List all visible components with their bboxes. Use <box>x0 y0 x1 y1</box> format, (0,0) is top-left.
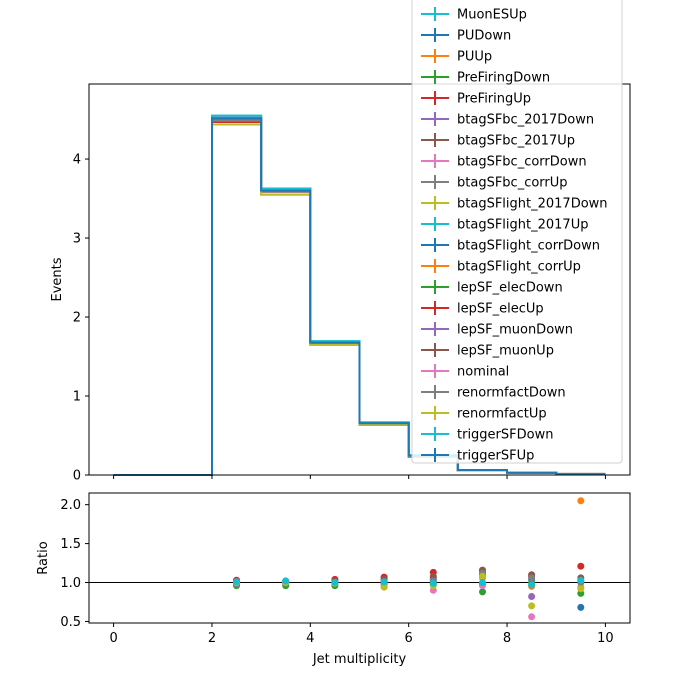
legend-label: btagSFlight_corrUp <box>457 260 581 275</box>
legend-label: btagSFlight_2017Down <box>457 197 608 212</box>
legend-label: btagSFbc_2017Up <box>457 134 575 149</box>
ratio-point <box>380 583 388 591</box>
ratio-axes-frame <box>88 492 631 624</box>
ratio-point <box>233 578 240 586</box>
ratio-point <box>528 574 536 582</box>
legend-label: PUDown <box>457 29 511 44</box>
legend-label: lepSF_elecUp <box>457 302 544 317</box>
legend-label: btagSFbc_2017Down <box>457 113 594 128</box>
legend-label: lepSF_muonDown <box>457 323 573 338</box>
legend-label: btagSFbc_corrDown <box>457 155 587 170</box>
legend-entry: PUDown <box>421 28 511 44</box>
legend: MuonESUp PUDown PUUp PreFiringDown PreFiring… <box>411 0 623 464</box>
legend-label: PreFiringDown <box>457 71 550 86</box>
ratio-point <box>282 577 290 585</box>
legend-label: MuonESUp <box>457 8 527 23</box>
legend-label: lepSF_muonUp <box>457 344 554 359</box>
ratio-point <box>528 613 536 621</box>
ratio-y-tick-label: 1.5 <box>60 537 81 552</box>
legend-entry: btagSFlight_2017Down <box>421 196 608 212</box>
ratio-y-tick-label: 1.0 <box>60 576 81 591</box>
legend-entry: btagSFbc_2017Down <box>421 112 594 128</box>
ratio-x-tick-label: 4 <box>306 631 314 646</box>
ratio-point <box>479 588 486 596</box>
legend-entry: btagSFlight_2017Up <box>421 217 588 233</box>
histogram-triggerSFUp <box>113 117 606 476</box>
ratio-point <box>577 603 585 611</box>
main-y-tick-label: 4 <box>73 153 81 168</box>
legend-label: PreFiringUp <box>457 92 531 107</box>
legend-label: btagSFbc_corrUp <box>457 176 568 191</box>
ratio-point <box>577 562 585 570</box>
main-plot: 0 1 2 3 4 Events <box>50 83 631 484</box>
legend-label: btagSFlight_corrDown <box>457 239 600 254</box>
legend-entry: lepSF_muonUp <box>421 343 554 359</box>
ratio-point <box>577 576 585 584</box>
legend-entry: btagSFbc_2017Up <box>421 133 575 149</box>
legend-label: btagSFlight_2017Up <box>457 218 588 233</box>
ratio-x-tick-label: 0 <box>109 631 117 646</box>
legend-entry: triggerSFDown <box>421 427 553 443</box>
ratio-point <box>528 602 536 610</box>
ratio-point <box>577 497 585 505</box>
ratio-x-tick-label: 2 <box>208 631 216 646</box>
ratio-x-axis-label: Jet multiplicity <box>312 652 407 667</box>
legend-label: renormfactDown <box>457 386 566 401</box>
ratio-point <box>528 581 536 589</box>
legend-label: lepSF_elecDown <box>457 281 563 296</box>
main-axes-frame <box>88 83 631 476</box>
legend-label: triggerSFUp <box>457 449 534 464</box>
legend-entry: btagSFlight_corrDown <box>421 238 600 254</box>
ratio-point <box>577 585 585 593</box>
ratio-plot: 0 2 4 6 8 10 0.5 1.0 1.5 2.0 Jet multiplicity Ratio <box>36 492 631 667</box>
ratio-y-axis-label: Ratio <box>36 541 51 574</box>
main-y-tick-label: 3 <box>73 232 81 247</box>
legend-label: renormfactUp <box>457 407 547 422</box>
legend-entry: btagSFbc_corrDown <box>421 154 587 170</box>
ratio-point <box>331 579 339 586</box>
legend-box <box>411 0 623 464</box>
ratio-point <box>479 572 486 580</box>
main-y-tick-label: 0 <box>73 469 81 484</box>
ratio-y-tick-label: 2.0 <box>60 498 81 513</box>
legend-label: triggerSFDown <box>457 428 553 443</box>
ratio-point <box>429 579 437 587</box>
legend-label: PUUp <box>457 50 492 65</box>
legend-entry: PreFiringUp <box>421 91 531 107</box>
legend-entry: btagSFbc_corrUp <box>421 175 568 191</box>
legend-entry: PreFiringDown <box>421 70 550 86</box>
ratio-x-tick-label: 10 <box>597 631 614 646</box>
legend-entry: MuonESUp <box>421 7 527 23</box>
legend-entry: renormfactUp <box>421 406 547 422</box>
ratio-y-tick-label: 0.5 <box>60 615 81 630</box>
ratio-point <box>479 579 486 586</box>
legend-entry: btagSFlight_corrUp <box>421 259 581 275</box>
legend-label: nominal <box>457 365 509 380</box>
legend-entry: renormfactDown <box>421 385 566 401</box>
legend-entry: PUUp <box>421 49 492 65</box>
ratio-x-tick-label: 6 <box>405 631 413 646</box>
legend-entry: triggerSFUp <box>421 448 534 464</box>
ratio-x-tick-label: 8 <box>503 631 511 646</box>
legend-entry: nominal <box>421 364 509 380</box>
main-y-tick-label: 2 <box>73 311 81 326</box>
main-y-tick-label: 1 <box>73 390 81 405</box>
legend-entry: lepSF_muonDown <box>421 322 573 338</box>
legend-entry: lepSF_elecDown <box>421 280 563 296</box>
main-y-axis-label: Events <box>50 257 65 301</box>
legend-entry: lepSF_elecUp <box>421 301 544 317</box>
ratio-point <box>528 593 536 600</box>
ratio-point <box>380 578 388 586</box>
